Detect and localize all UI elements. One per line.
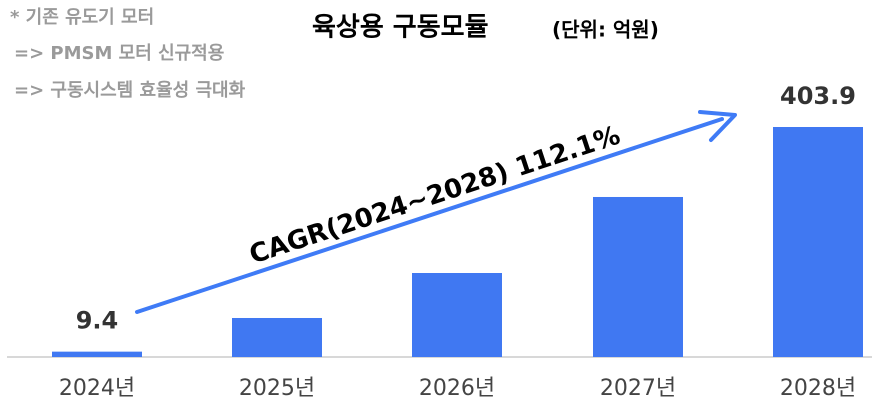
trend-label: CAGR(2024~2028) 112.1% (246, 121, 624, 271)
annotation: => PMSM 모터 신규적용 (14, 43, 224, 64)
chart-title: 육상용 구동모듈 (312, 13, 489, 43)
bar (232, 317, 322, 357)
x-tick-label: 2025년 (239, 376, 315, 401)
x-tick-label: 2028년 (780, 376, 856, 401)
x-tick-label: 2026년 (419, 376, 495, 401)
bar (773, 127, 863, 357)
data-label: 403.9 (780, 82, 856, 110)
annotation: => 구동시스템 효율성 극대화 (14, 80, 246, 101)
x-tick-label: 2024년 (59, 376, 135, 401)
x-tick-label: 2027년 (600, 376, 676, 401)
chart-subtitle: (단위: 억원) (552, 18, 659, 42)
bar (593, 196, 683, 357)
bar (52, 351, 142, 357)
data-label: 9.4 (76, 307, 119, 335)
annotation: * 기존 유도기 모터 (10, 7, 154, 28)
arrow-head (698, 110, 737, 142)
bar (412, 273, 502, 357)
bars: 2024년 9.4 2025년 2026년 2027년 2028년 403.9 (52, 82, 863, 401)
trend-arrow (135, 117, 724, 314)
